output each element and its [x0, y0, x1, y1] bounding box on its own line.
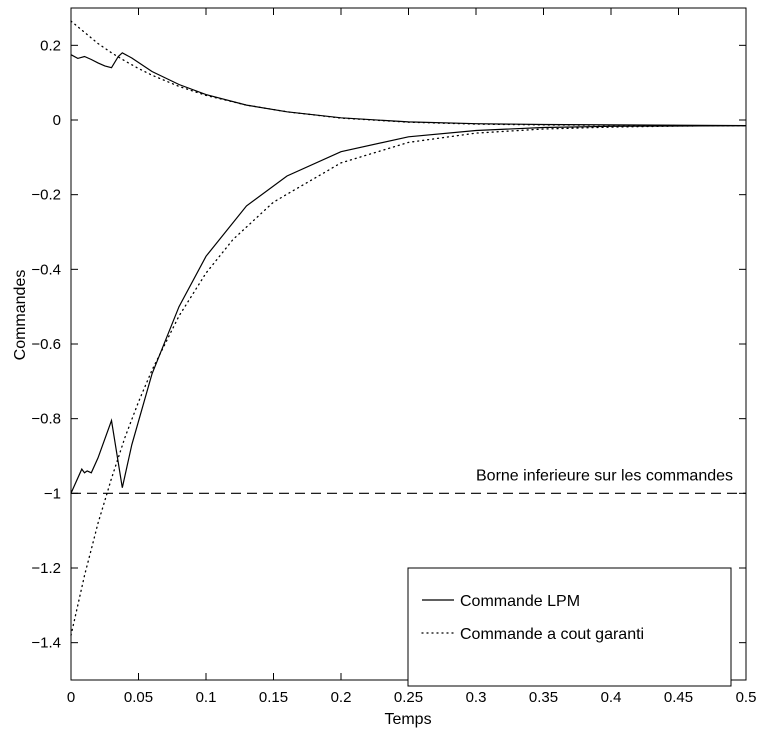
x-tick-label: 0.1 — [196, 689, 217, 706]
x-tick-label: 0.4 — [601, 689, 622, 706]
plot-content: Borne inferieure sur les commandes — [70, 20, 747, 636]
y-tick-label: −0.8 — [31, 411, 61, 428]
y-tick-label: 0 — [53, 112, 61, 129]
y-axis-label: Commandes — [12, 270, 29, 361]
legend-label-lpm: Commande LPM — [460, 593, 580, 610]
axes-layer: 0 0.05 0.1 0.15 0.2 0.25 0.3 0.35 0.4 0.45 0.5 0.2 0… — [31, 7, 757, 706]
x-tick-label: 0.45 — [664, 689, 693, 706]
legend-box — [407, 567, 732, 687]
x-tick-label: 0.35 — [529, 689, 558, 706]
y-tick-label: −0.6 — [31, 336, 61, 353]
x-axis-label: Temps — [384, 711, 431, 728]
x-tick-label: 0.15 — [259, 689, 288, 706]
y-tick-label: −1.4 — [31, 635, 61, 652]
x-tick-label: 0.2 — [331, 689, 352, 706]
x-tick-label: 0.3 — [466, 689, 487, 706]
legend-label-cout-garanti: Commande a cout garanti — [460, 626, 644, 643]
y-tick-label: 0.2 — [40, 37, 61, 54]
series-cout-garanti-upper — [70, 20, 747, 127]
bound-annotation: Borne inferieure sur les commandes — [476, 467, 733, 484]
x-tick-label: 0.5 — [736, 689, 757, 706]
x-tick-label: 0.25 — [394, 689, 423, 706]
y-tick-label: −0.4 — [31, 261, 61, 278]
y-tick-label: −1 — [44, 485, 61, 502]
y-tick-label: −1.2 — [31, 560, 61, 577]
legend: Commande LPM Commande a cout garanti — [407, 567, 732, 687]
y-tick-label: −0.2 — [31, 187, 61, 204]
x-tick-label: 0 — [67, 689, 75, 706]
x-tick-label: 0.05 — [124, 689, 153, 706]
series-lpm-lower — [70, 125, 747, 494]
